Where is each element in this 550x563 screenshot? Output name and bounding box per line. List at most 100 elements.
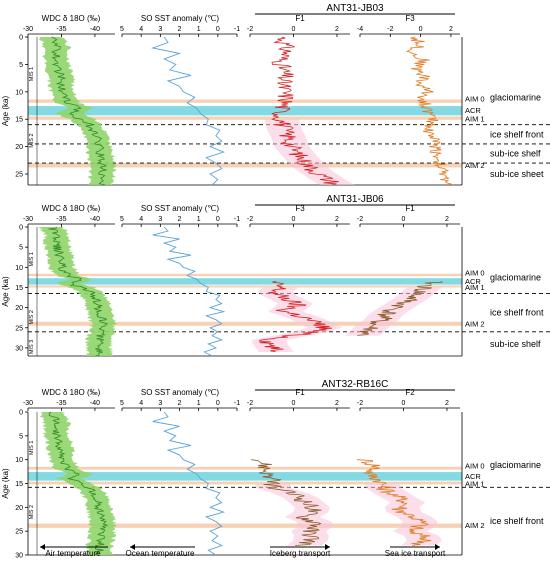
age-tick-label: 15 [15, 285, 23, 292]
factor-right-title: F3 [405, 14, 415, 23]
aim2-label: AIM 2 [465, 161, 485, 170]
sst-tick-label: -1 [234, 216, 240, 223]
acr-band [28, 106, 462, 116]
sst-tick-label: 2 [178, 26, 182, 33]
age-tick-label: 10 [15, 265, 23, 272]
factor-left-tick-label: 0 [292, 400, 296, 407]
age-tick-label: 30 [15, 553, 23, 560]
age-tick-label: 0 [19, 35, 23, 42]
facies-label: glaciomarine [490, 272, 541, 282]
sst-tick-label: 3 [158, 26, 162, 33]
wdc-tick-label: -35 [56, 216, 66, 223]
bottom-transport-label: Air temperature [45, 549, 101, 558]
wdc-d18o-line [50, 36, 108, 186]
sst-tick-label: -1 [234, 400, 240, 407]
wdc-tick-label: -40 [90, 26, 100, 33]
wdc-axis-title: WDC δ 18O (‰) [42, 14, 101, 23]
factor-left-tick-label: 2 [335, 400, 339, 407]
factor-left-tick-label: 2 [335, 216, 339, 223]
factor-left-tick-label: 2 [335, 26, 339, 33]
wdc-uncertainty-band [38, 227, 118, 356]
age-axis-label: Age (ka) [1, 468, 10, 499]
sst-tick-label: 5 [120, 400, 124, 407]
factor-right-tick-label: -2 [357, 216, 363, 223]
sea-ice-transport-arrow-head [435, 544, 440, 550]
sst-tick-label: 4 [139, 400, 143, 407]
sst-tick-label: 5 [120, 216, 124, 223]
factor-right-tick-label: 0 [402, 400, 406, 407]
bottom-transport-label: Sea ice transport [385, 549, 446, 558]
age-tick-label: 0 [19, 410, 23, 417]
aim2-band [28, 163, 462, 168]
age-tick-label: 15 [15, 117, 23, 124]
sst-tick-label: 1 [197, 216, 201, 223]
facies-label: sub-ice sheet [490, 169, 544, 179]
sst-tick-label: 3 [158, 400, 162, 407]
acr-label: ACR [465, 277, 481, 286]
sst-tick-label: 0 [216, 216, 220, 223]
sst-axis-title: SO SST anomaly (℃) [141, 14, 220, 23]
sst-anomaly-line [152, 411, 226, 556]
factor-right-tick-label: -2 [357, 400, 363, 407]
age-axis-label: Age (ka) [1, 96, 10, 127]
factor-right-tick-label: 0 [402, 216, 406, 223]
aim0-label: AIM 0 [465, 462, 485, 471]
mis-label: MIS 2 [29, 505, 35, 519]
age-tick-label: 30 [15, 345, 23, 352]
wdc-tick-label: -40 [90, 216, 100, 223]
wdc-tick-label: -30 [23, 26, 33, 33]
sst-anomaly-line [151, 36, 225, 186]
air-temperature-arrow-head [40, 544, 45, 550]
aim0-label: AIM 0 [465, 268, 485, 277]
acr-label: ACR [465, 472, 481, 481]
facies-label: glaciomarine [490, 460, 541, 470]
wdc-tick-label: -30 [23, 216, 33, 223]
acr-label: ACR [465, 106, 481, 115]
sst-tick-label: 3 [158, 216, 162, 223]
factor-right-tick-label: -4 [357, 26, 363, 33]
sst-tick-label: -1 [234, 26, 240, 33]
mis-label: MIS 2 [29, 133, 35, 147]
factor-f3-line [258, 281, 333, 352]
panel-ant31-jb03: ANT31-JB03 WDC δ 18O (‰) SO SST anomaly (℃… [1, 3, 550, 186]
factor-f1-line [270, 36, 339, 186]
factor-highlight [365, 483, 442, 546]
sst-tick-label: 4 [139, 216, 143, 223]
sst-tick-label: 2 [178, 216, 182, 223]
age-tick-label: 10 [15, 89, 23, 96]
aim1-band [28, 481, 462, 485]
age-tick-label: 15 [15, 481, 23, 488]
aim2-band [28, 523, 462, 528]
aim1-band [28, 285, 462, 288]
facies-label: ice shelf front [490, 129, 544, 139]
factor-highlight [344, 287, 442, 336]
core-title: ANT31-JB03 [326, 3, 384, 14]
age-axis-label: Age (ka) [1, 276, 10, 307]
core-title: ANT32-RB16C [322, 379, 389, 390]
aim1-label: AIM 1 [465, 115, 485, 124]
sst-tick-label: 5 [120, 26, 124, 33]
mis-label: MIS 1 [29, 252, 35, 266]
wdc-axis-title: WDC δ 18O (‰) [42, 204, 101, 213]
factor-right-tick-label: -2 [387, 26, 393, 33]
factor-f3-line [405, 36, 453, 186]
aim1-band [28, 116, 462, 120]
aim1-label: AIM 1 [465, 480, 485, 489]
factor-f1-line [251, 459, 322, 546]
wdc-tick-label: -35 [56, 400, 66, 407]
bottom-transport-label: Ocean temperature [126, 549, 195, 558]
mis-label: MIS 1 [29, 441, 35, 455]
factor-left-title: F3 [295, 204, 305, 213]
mis-label: MIS 2 [29, 310, 35, 324]
factor-left-tick-label: -2 [247, 400, 253, 407]
age-tick-label: 25 [15, 172, 23, 179]
facies-label: sub-ice shelf [490, 339, 541, 349]
factor-left-tick-label: -2 [247, 216, 253, 223]
factor-right-title: F2 [405, 388, 415, 397]
panel-ant31-jb06: ANT31-JB06 WDC δ 18O (‰) SO SST anomaly (℃… [1, 194, 550, 357]
sst-tick-label: 1 [197, 400, 201, 407]
wdc-axis-title: WDC δ 18O (‰) [42, 388, 101, 397]
acr-band [28, 472, 462, 481]
age-tick-label: 20 [15, 505, 23, 512]
bottom-transport-label: Iceberg transport [270, 549, 331, 558]
